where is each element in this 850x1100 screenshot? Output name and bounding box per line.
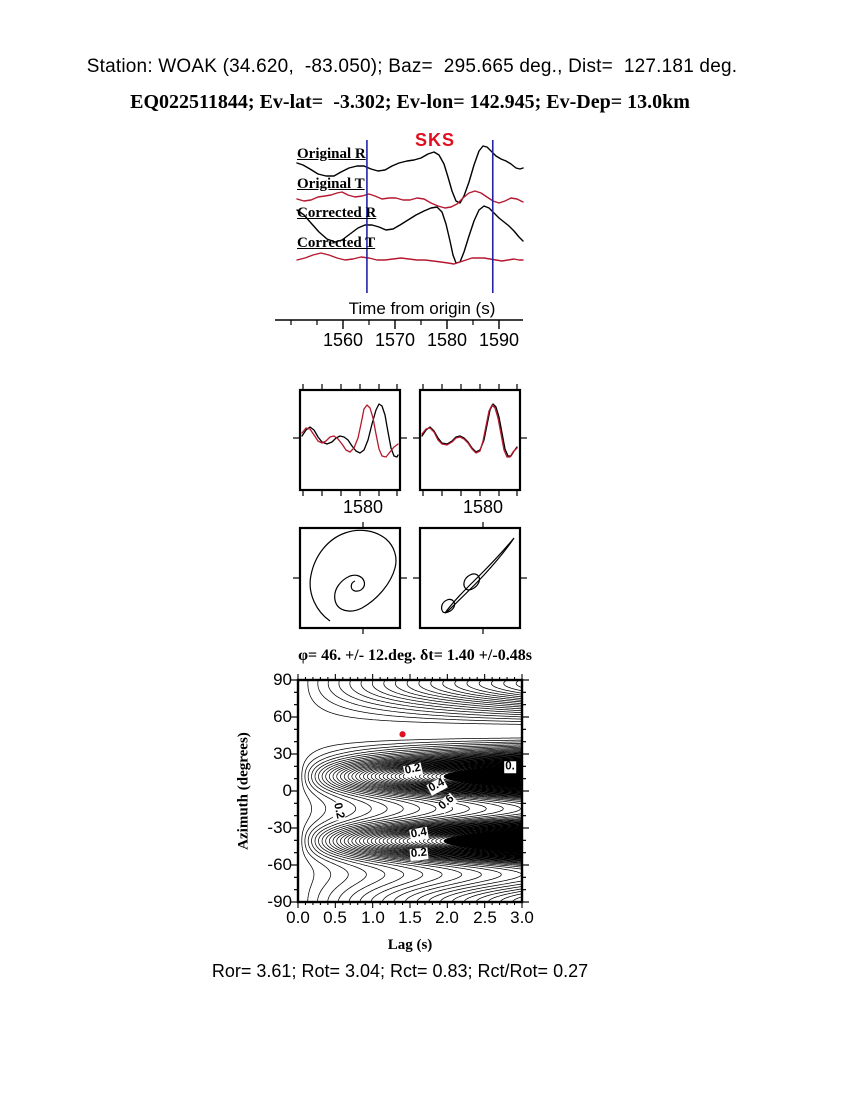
best-solution-dot [399, 731, 406, 738]
trace-label-original-r: Original R [297, 146, 366, 162]
contour-level-label: 0.2 [409, 846, 429, 861]
lag-axis-label: Lag (s) [387, 937, 433, 953]
qc-trace [301, 404, 399, 458]
contour-level-label: 0.6 [436, 792, 458, 814]
trace-corrected-t [296, 252, 524, 265]
trace-original-t [296, 190, 524, 209]
time-tick-label: 1590 [478, 330, 520, 350]
x-tick-label: 1.0 [361, 908, 385, 927]
contour-level-label: 0.2 [330, 801, 347, 821]
particle-motion-after-loop [463, 573, 481, 591]
y-tick-label: 90 [273, 670, 292, 689]
x-tick-label: 2.0 [435, 908, 459, 927]
time-tick-label: 1580 [426, 330, 468, 350]
contour-level-label: 0.4 [409, 825, 429, 842]
y-tick-label: -30 [267, 818, 292, 837]
trace-label-corrected-t: Corrected T [297, 235, 376, 251]
time-tick-label: 1570 [374, 330, 416, 350]
y-tick-label: -60 [267, 855, 292, 874]
contour-level-label: 0.4 [426, 776, 448, 796]
footer-stats: Ror= 3.61; Rot= 3.04; Rct= 0.83; Rct/Rot… [211, 961, 589, 981]
misfit-contour-canvas [299, 681, 521, 901]
event-title: EQ022511844; Ev-lat= -3.302; Ev-lon= 142… [130, 91, 690, 113]
qc-trace [421, 404, 518, 458]
x-tick-label: 1.5 [398, 908, 422, 927]
particle-motion-after-lens [444, 537, 515, 614]
x-tick-label: 3.0 [510, 908, 534, 927]
trace-label-corrected-r: Corrected R [297, 205, 377, 221]
x-tick-label: 0.0 [286, 908, 310, 927]
qc-box [298, 388, 402, 492]
x-tick-label: 0.5 [323, 908, 347, 927]
qc-box [418, 388, 522, 492]
x-tick-label: 2.5 [473, 908, 497, 927]
qc-tick-label: 1580 [462, 497, 504, 517]
trace-label-original-t: Original T [297, 176, 365, 192]
qc-tick-label: 1580 [342, 497, 384, 517]
y-tick-label: 30 [273, 744, 292, 763]
contour-title: φ= 46. +/- 12.deg. δt= 1.40 +/-0.48s [298, 647, 532, 664]
y-tick-label: -90 [267, 892, 292, 911]
time-axis-label: Time from origin (s) [348, 299, 496, 318]
qc-trace [421, 403, 518, 457]
y-tick-label: 0 [282, 781, 292, 800]
time-tick-label: 1560 [322, 330, 364, 350]
contour-level-label: 0. [504, 760, 516, 773]
y-tick-label: 60 [273, 707, 292, 726]
phase-label: SKS [414, 130, 455, 150]
qc-trace [301, 403, 399, 458]
particle-motion-before [309, 529, 397, 622]
particle-motion-after-tail [441, 598, 456, 614]
contour-level-label: 0.2 [403, 761, 423, 778]
station-title: Station: WOAK (34.620, -83.050); Baz= 29… [86, 56, 738, 77]
